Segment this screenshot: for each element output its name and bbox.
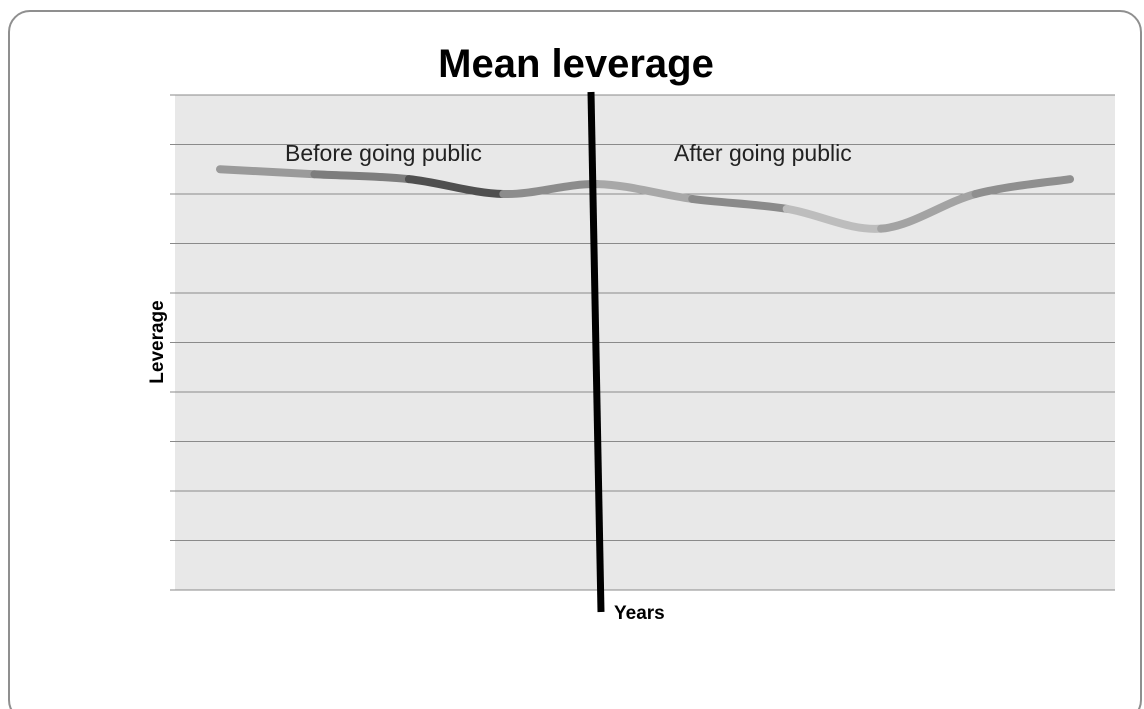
y-axis-label: Leverage bbox=[147, 300, 168, 383]
series-line-segment bbox=[216, 165, 319, 179]
ipo-divider-line bbox=[587, 91, 605, 613]
gridlines bbox=[170, 94, 1115, 591]
series-line-segment bbox=[688, 194, 791, 213]
annotation-before-going-public: Before going public bbox=[285, 140, 482, 166]
series-line-segment bbox=[971, 175, 1074, 198]
series-line-segment bbox=[499, 180, 602, 199]
series-line-segment bbox=[404, 175, 508, 198]
annotation-after-going-public: After going public bbox=[674, 140, 852, 166]
series-line-segment bbox=[310, 170, 413, 184]
x-axis-label: Years bbox=[614, 603, 665, 624]
series-line bbox=[216, 165, 1074, 233]
series-line-segment bbox=[782, 204, 886, 233]
series-line-segment bbox=[593, 180, 697, 203]
chart-title: Mean leverage bbox=[438, 42, 714, 86]
series-line-segment bbox=[877, 190, 980, 233]
